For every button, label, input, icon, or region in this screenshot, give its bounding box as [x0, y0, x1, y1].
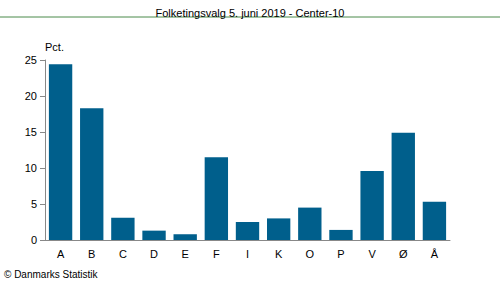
svg-text:5: 5: [31, 198, 37, 210]
svg-text:V: V: [368, 248, 376, 260]
svg-text:10: 10: [25, 162, 37, 174]
svg-text:20: 20: [25, 90, 37, 102]
svg-text:Folketingsvalg 5. juni 2019 -: Folketingsvalg 5. juni 2019 - Center-10: [156, 7, 345, 19]
svg-text:B: B: [88, 248, 95, 260]
svg-text:0: 0: [31, 234, 37, 246]
svg-text:O: O: [306, 248, 315, 260]
svg-text:Pct.: Pct.: [45, 41, 64, 53]
svg-text:A: A: [57, 248, 65, 260]
svg-text:C: C: [119, 248, 127, 260]
svg-text:I: I: [246, 248, 249, 260]
svg-text:K: K: [275, 248, 283, 260]
svg-text:P: P: [337, 248, 344, 260]
svg-text:Å: Å: [431, 248, 439, 260]
svg-text:D: D: [150, 248, 158, 260]
svg-text:25: 25: [25, 54, 37, 66]
svg-text:E: E: [182, 248, 189, 260]
svg-text:© Danmarks Statistik: © Danmarks Statistik: [4, 269, 99, 280]
svg-text:15: 15: [25, 126, 37, 138]
svg-text:Ø: Ø: [399, 248, 408, 260]
svg-text:F: F: [213, 248, 220, 260]
